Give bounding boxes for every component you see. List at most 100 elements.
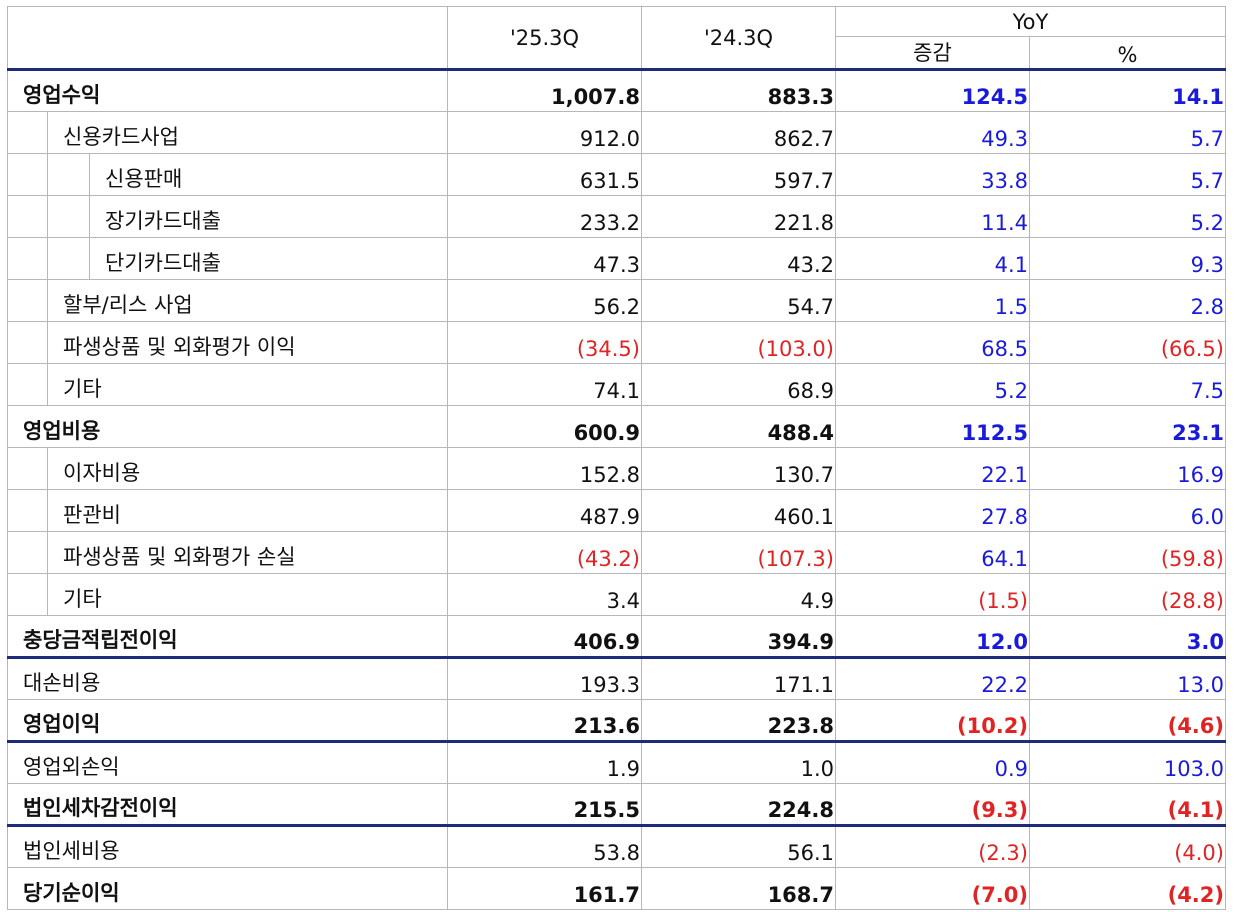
- yoy-change: 27.8: [835, 489, 1030, 532]
- table-row: 법인세차감전이익 215.5 224.8 (9.3) (4.1): [7, 783, 1226, 827]
- value-2024: 460.1: [641, 489, 836, 532]
- header-2024-3q: '24.3Q: [641, 6, 836, 70]
- row-label: 단기카드대출: [105, 251, 221, 275]
- value-2024: 223.8: [641, 699, 836, 743]
- row-label: 충당금적립전이익: [23, 628, 178, 652]
- yoy-change: 5.2: [835, 363, 1030, 406]
- row-label: 신용카드사업: [63, 125, 179, 149]
- value-2025: 487.9: [447, 489, 642, 532]
- value-2024: 43.2: [641, 237, 836, 280]
- value-2025: 161.7: [447, 867, 642, 910]
- value-2024: 597.7: [641, 153, 836, 196]
- yoy-percent: 6.0: [1029, 489, 1226, 532]
- value-2024: 221.8: [641, 195, 836, 238]
- table-row: 단기카드대출 47.3 43.2 4.1 9.3: [7, 237, 1226, 280]
- value-2024: 488.4: [641, 405, 836, 448]
- yoy-percent: 3.0: [1029, 615, 1226, 659]
- table-row: 파생상품 및 외화평가 이익 (34.5) (103.0) 68.5 (66.5…: [7, 321, 1226, 364]
- yoy-percent: 13.0: [1029, 657, 1226, 700]
- value-2025: 152.8: [447, 447, 642, 490]
- yoy-percent: (28.8): [1029, 573, 1226, 616]
- row-label: 영업수익: [23, 83, 101, 107]
- value-2025: 56.2: [447, 279, 642, 322]
- yoy-percent: 14.1: [1029, 68, 1226, 112]
- table-row: 파생상품 및 외화평가 손실 (43.2) (107.3) 64.1 (59.8…: [7, 531, 1226, 574]
- table-row: 영업비용 600.9 488.4 112.5 23.1: [7, 405, 1226, 448]
- header-label-cell: [7, 6, 448, 70]
- yoy-percent: (66.5): [1029, 321, 1226, 364]
- yoy-change: 68.5: [835, 321, 1030, 364]
- yoy-change: 22.2: [835, 657, 1030, 700]
- value-2025: 631.5: [447, 153, 642, 196]
- row-label: 장기카드대출: [105, 209, 221, 233]
- table-row: 법인세비용 53.8 56.1 (2.3) (4.0): [7, 825, 1226, 868]
- row-label: 이자비용: [63, 461, 141, 485]
- yoy-percent: 16.9: [1029, 447, 1226, 490]
- yoy-percent: 23.1: [1029, 405, 1226, 448]
- yoy-change: (10.2): [835, 699, 1030, 743]
- yoy-change: 64.1: [835, 531, 1030, 574]
- table-row: 신용판매 631.5 597.7 33.8 5.7: [7, 153, 1226, 196]
- row-label: 법인세비용: [23, 839, 120, 863]
- row-label: 판관비: [63, 503, 121, 527]
- value-2025: 3.4: [447, 573, 642, 616]
- value-2025: 215.5: [447, 783, 642, 827]
- row-label: 당기순이익: [23, 881, 120, 905]
- value-2025: 213.6: [447, 699, 642, 743]
- yoy-percent: 5.7: [1029, 153, 1226, 196]
- yoy-change: (7.0): [835, 867, 1030, 910]
- yoy-percent: (4.6): [1029, 699, 1226, 743]
- value-2024: 224.8: [641, 783, 836, 827]
- row-label: 영업비용: [23, 419, 101, 443]
- value-2024: 68.9: [641, 363, 836, 406]
- yoy-percent: 9.3: [1029, 237, 1226, 280]
- yoy-percent: 2.8: [1029, 279, 1226, 322]
- header-yoy: YoY: [835, 6, 1226, 37]
- table-row: 할부/리스 사업 56.2 54.7 1.5 2.8: [7, 279, 1226, 322]
- value-2025: (34.5): [447, 321, 642, 364]
- yoy-percent: 103.0: [1029, 741, 1226, 784]
- value-2025: (43.2): [447, 531, 642, 574]
- table-row: 당기순이익 161.7 168.7 (7.0) (4.2): [7, 867, 1226, 910]
- row-label: 파생상품 및 외화평가 이익: [63, 335, 296, 359]
- yoy-change: 4.1: [835, 237, 1030, 280]
- value-2024: 862.7: [641, 111, 836, 154]
- row-label: 법인세차감전이익: [23, 796, 178, 820]
- value-2025: 1.9: [447, 741, 642, 784]
- yoy-percent: 7.5: [1029, 363, 1226, 406]
- yoy-percent: (4.2): [1029, 867, 1226, 910]
- yoy-change: 112.5: [835, 405, 1030, 448]
- yoy-change: 12.0: [835, 615, 1030, 659]
- value-2024: 54.7: [641, 279, 836, 322]
- value-2024: (103.0): [641, 321, 836, 364]
- table-row: 영업수익 1,007.8 883.3 124.5 14.1: [7, 68, 1226, 112]
- yoy-change: 22.1: [835, 447, 1030, 490]
- row-label: 대손비용: [23, 671, 101, 695]
- header-percent: %: [1029, 36, 1226, 70]
- yoy-change: 33.8: [835, 153, 1030, 196]
- yoy-change: (1.5): [835, 573, 1030, 616]
- value-2024: 171.1: [641, 657, 836, 700]
- row-label: 할부/리스 사업: [63, 293, 193, 317]
- value-2024: 394.9: [641, 615, 836, 659]
- table-row: 대손비용 193.3 171.1 22.2 13.0: [7, 657, 1226, 700]
- table-row: 기타 74.1 68.9 5.2 7.5: [7, 363, 1226, 406]
- value-2024: 130.7: [641, 447, 836, 490]
- yoy-change: (9.3): [835, 783, 1030, 827]
- value-2025: 1,007.8: [447, 68, 642, 112]
- value-2024: 1.0: [641, 741, 836, 784]
- value-2025: 74.1: [447, 363, 642, 406]
- value-2025: 233.2: [447, 195, 642, 238]
- row-label: 파생상품 및 외화평가 손실: [63, 545, 296, 569]
- value-2025: 53.8: [447, 825, 642, 868]
- row-label: 영업이익: [23, 712, 101, 736]
- yoy-percent: 5.7: [1029, 111, 1226, 154]
- table-row: 영업외손익 1.9 1.0 0.9 103.0: [7, 741, 1226, 784]
- table-row: 영업이익 213.6 223.8 (10.2) (4.6): [7, 699, 1226, 743]
- yoy-change: 49.3: [835, 111, 1030, 154]
- value-2025: 47.3: [447, 237, 642, 280]
- income-statement-table: '25.3Q '24.3Q YoY 증감 % 영업수익 1,007.8 883.…: [7, 6, 1226, 910]
- yoy-change: (2.3): [835, 825, 1030, 868]
- table-row: 판관비 487.9 460.1 27.8 6.0: [7, 489, 1226, 532]
- yoy-change: 11.4: [835, 195, 1030, 238]
